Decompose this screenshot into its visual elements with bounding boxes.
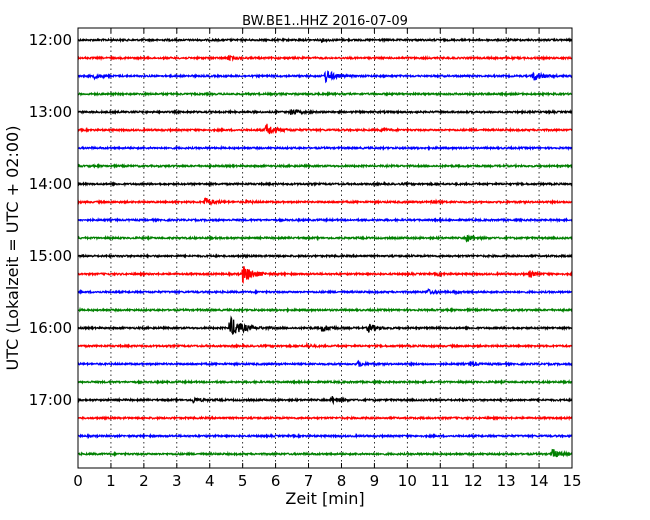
- x-tick-label: 6: [271, 472, 281, 490]
- x-tick-label: 9: [370, 472, 380, 490]
- trace-1330: [77, 144, 573, 152]
- x-tick-label: 14: [530, 472, 549, 490]
- y-tick-label: 15:00: [29, 247, 72, 265]
- trace-1215: [77, 54, 573, 62]
- chart-title: BW.BE1..HHZ 2016-07-09: [242, 14, 408, 29]
- trace-1400: [77, 180, 573, 188]
- x-tick-label: 0: [73, 472, 83, 490]
- y-tick-label: 12:00: [29, 31, 72, 49]
- x-tick-label: 12: [464, 472, 483, 490]
- trace-1500: [77, 253, 573, 260]
- trace-1645: [77, 378, 573, 386]
- x-axis-label: Zeit [min]: [285, 489, 364, 508]
- trace-1600: [77, 315, 573, 335]
- trace-1745: [77, 448, 573, 458]
- x-tick-label: 13: [497, 472, 516, 490]
- trace-1730: [77, 432, 573, 440]
- traces: [77, 36, 573, 458]
- trace-1245: [77, 90, 573, 98]
- grid: [110, 28, 540, 468]
- trace-1345: [77, 162, 573, 170]
- trace-1530: [77, 287, 573, 296]
- x-tick-label: 11: [431, 472, 450, 490]
- trace-1700: [77, 396, 573, 406]
- y-tick-label: 16:00: [29, 319, 72, 337]
- plot-frame: [77, 27, 573, 469]
- trace-1230: [77, 70, 573, 84]
- y-tick-label: 17:00: [29, 391, 72, 409]
- trace-1445: [77, 234, 573, 243]
- x-tick-label: 1: [106, 472, 116, 490]
- trace-1430: [77, 216, 573, 224]
- x-tick-label: 4: [205, 472, 215, 490]
- trace-1300: [77, 108, 573, 116]
- y-tick-label: 13:00: [29, 103, 72, 121]
- x-tick-label: 10: [398, 472, 417, 490]
- y-axis-label: UTC (Lokalzeit = UTC + 02:00): [3, 126, 22, 371]
- trace-1200: [77, 36, 573, 44]
- trace-1545: [77, 306, 573, 314]
- trace-1415: [77, 197, 573, 206]
- x-tick-label: 2: [139, 472, 149, 490]
- x-tick-label: 5: [238, 472, 248, 490]
- ticks: 0 1 2 3 4 5 6 7 8 9 10 11 12 13 14 1512:0013:0014:0015:…: [29, 28, 582, 490]
- trace-1615: [77, 341, 573, 349]
- trace-1515: [77, 266, 573, 284]
- x-tick-label: 15: [562, 472, 581, 490]
- x-tick-label: 3: [172, 472, 182, 490]
- y-tick-label: 14:00: [29, 175, 72, 193]
- trace-1715: [77, 414, 573, 422]
- trace-1630: [77, 359, 573, 368]
- x-tick-label: 8: [337, 472, 347, 490]
- x-tick-label: 7: [304, 472, 314, 490]
- trace-1315: [77, 123, 573, 135]
